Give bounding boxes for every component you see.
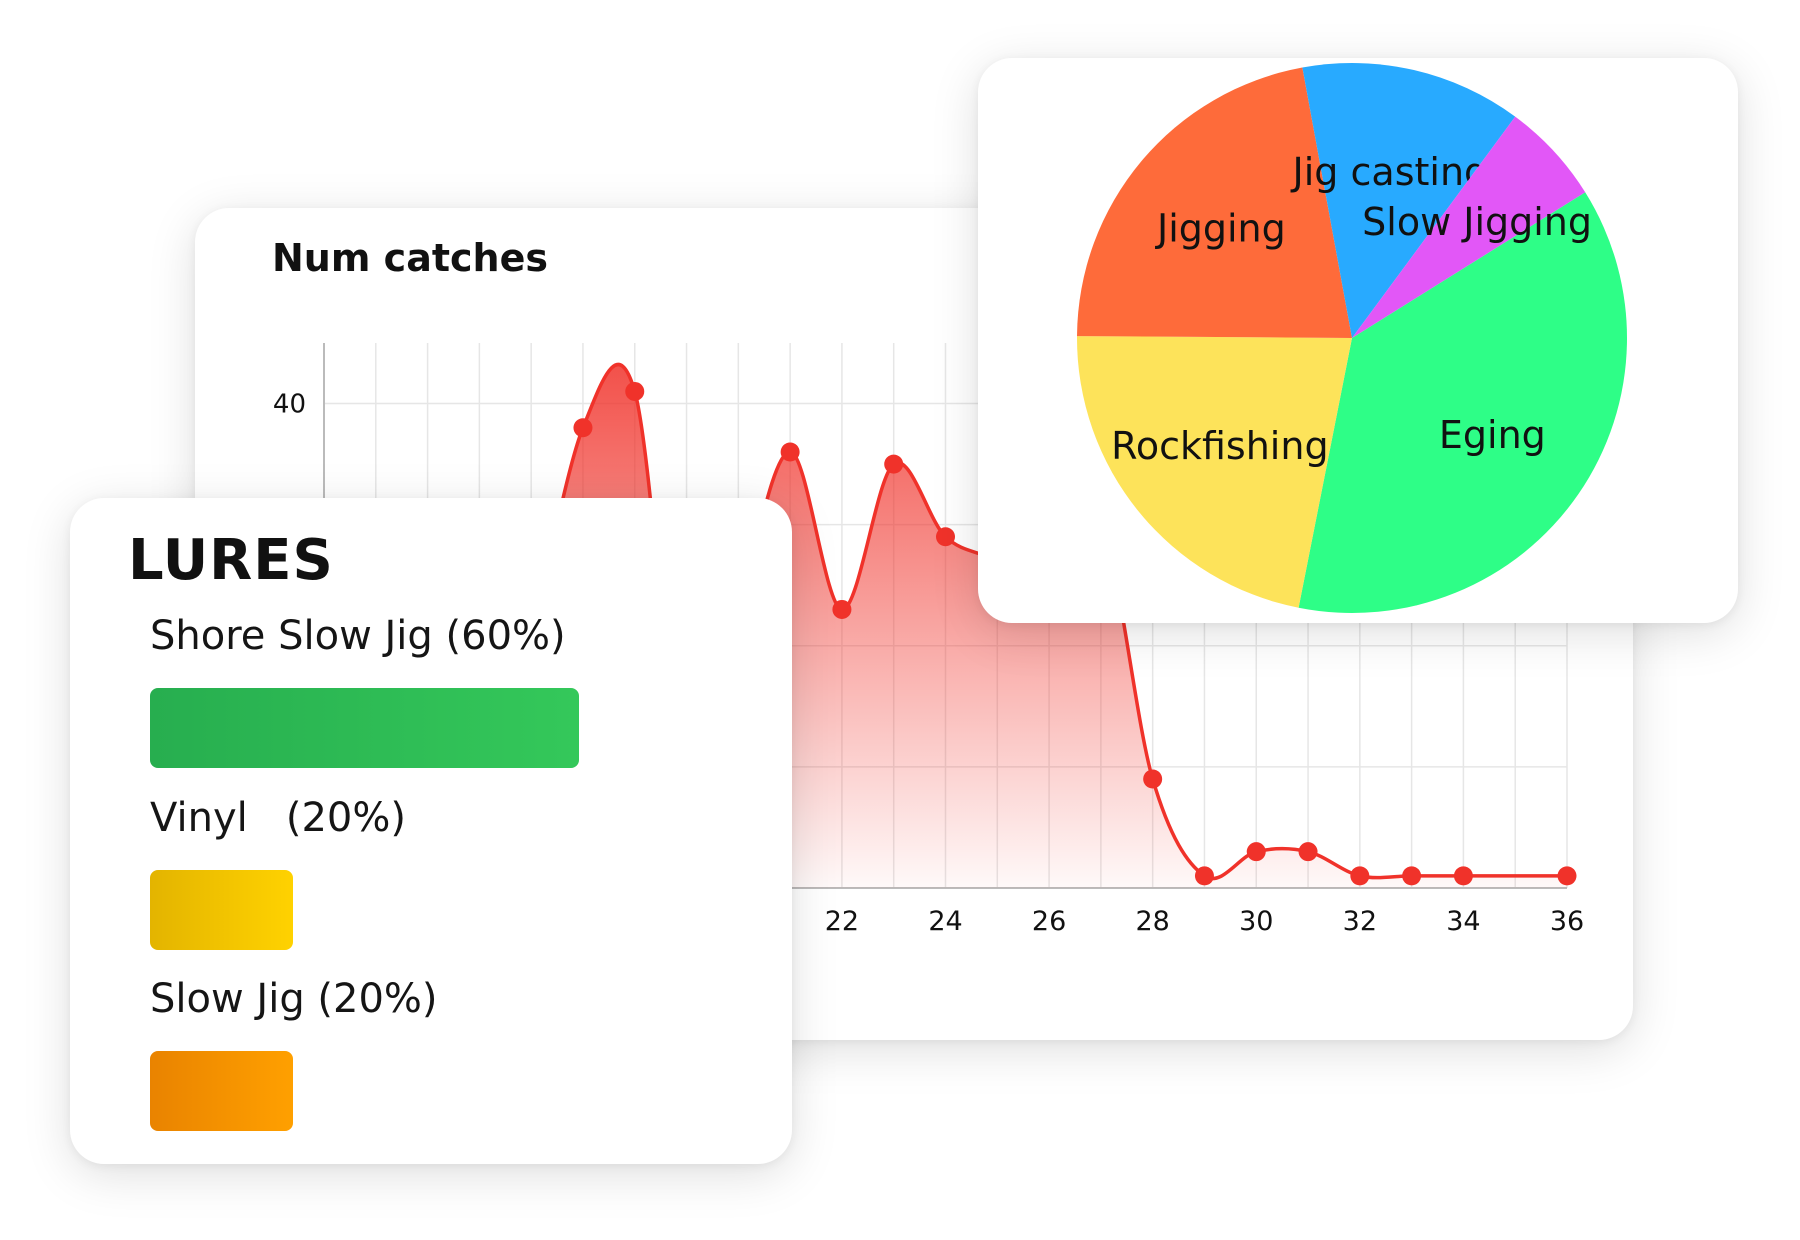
lure-bar-track bbox=[150, 688, 650, 768]
x-tick-label: 26 bbox=[1032, 906, 1066, 937]
pie-slice-jig-casting bbox=[1302, 63, 1516, 339]
data-point bbox=[1557, 866, 1577, 886]
x-tick-label: 24 bbox=[928, 906, 962, 937]
pie-slice-slow-jigging bbox=[1352, 116, 1586, 338]
x-tick-label: 30 bbox=[1239, 906, 1273, 937]
data-point bbox=[573, 418, 593, 438]
data-point bbox=[1453, 866, 1473, 886]
data-point bbox=[780, 442, 800, 462]
x-tick-label: 22 bbox=[825, 906, 859, 937]
pie-slice-rockfishing bbox=[1077, 336, 1352, 608]
lures-title: LURES bbox=[128, 528, 334, 593]
data-point bbox=[936, 527, 955, 547]
y-tick-label: 40 bbox=[273, 390, 306, 420]
x-tick-label: 28 bbox=[1135, 906, 1169, 937]
data-point bbox=[1194, 866, 1214, 886]
lure-bar-track bbox=[150, 1051, 650, 1131]
lure-label-slow-jig: Slow Jig (20%) bbox=[150, 976, 438, 1022]
x-tick-label: 34 bbox=[1446, 906, 1480, 937]
lure-bar-vinyl bbox=[150, 870, 293, 950]
data-point bbox=[832, 599, 852, 619]
lures-card: LURES Shore Slow Jig (60%) Vinyl (20%) S… bbox=[70, 498, 792, 1164]
lure-label-shore-slow-jig: Shore Slow Jig (60%) bbox=[150, 613, 566, 659]
lure-bar-slow-jig bbox=[150, 1051, 293, 1131]
lure-label-vinyl: Vinyl (20%) bbox=[150, 795, 406, 841]
pie-label-jig-casting: Jig casting bbox=[1291, 150, 1489, 194]
pie-label-slow-jigging: Slow Jigging bbox=[1362, 200, 1592, 244]
pie-slice-eging bbox=[1298, 192, 1627, 614]
style-pie-card: Eging Rockfishing Jigging Jig casting Slow J… bbox=[978, 58, 1738, 623]
lure-bar-shore-slow-jig bbox=[150, 688, 579, 768]
pie-label-rockfishing: Rockfishing bbox=[1111, 424, 1328, 468]
catch-chart-title: Num catches bbox=[272, 236, 548, 280]
data-point bbox=[1402, 866, 1422, 886]
pie-label-jigging: Jigging bbox=[1155, 206, 1286, 250]
lure-bar-track bbox=[150, 870, 650, 950]
data-point bbox=[1350, 866, 1370, 886]
pie-label-eging: Eging bbox=[1439, 413, 1546, 457]
data-point bbox=[1246, 842, 1266, 862]
data-point bbox=[884, 454, 904, 474]
data-point bbox=[1143, 769, 1163, 789]
x-tick-label: 32 bbox=[1343, 906, 1377, 937]
x-tick-label: 36 bbox=[1550, 906, 1584, 937]
data-point bbox=[1298, 842, 1318, 862]
data-point bbox=[625, 381, 645, 401]
pie-slice-jigging bbox=[1077, 67, 1352, 338]
